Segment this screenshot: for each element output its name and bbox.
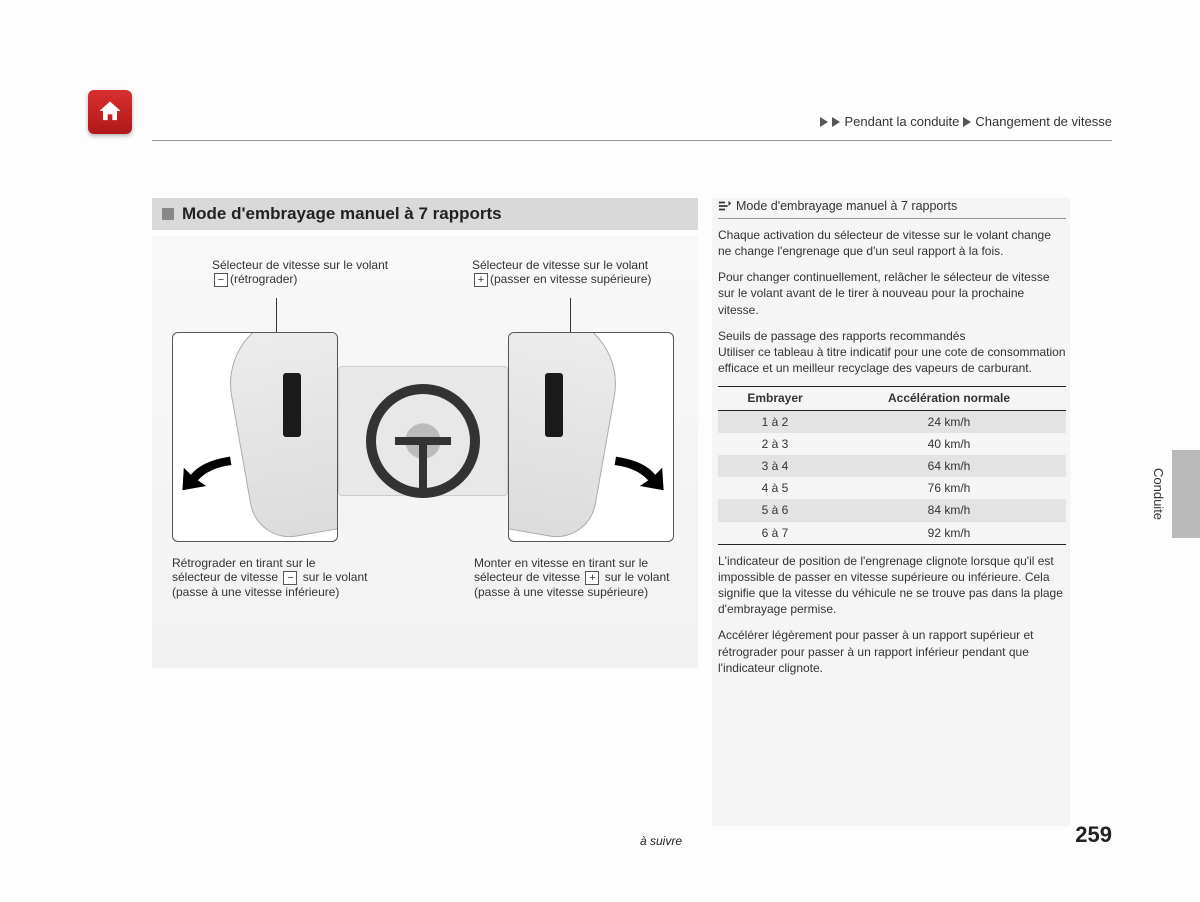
figure-label-left-line2: −(rétrograder) (212, 272, 442, 287)
square-bullet-icon (162, 208, 174, 220)
table-col-2: Accélération normale (832, 387, 1066, 410)
figure-label-right: Sélecteur de vitesse sur le volant +(pas… (472, 258, 692, 287)
sidebar-p3: Seuils de passage des rapports recommand… (718, 328, 1066, 344)
figure-label-left: Sélecteur de vitesse sur le volant −(rét… (212, 258, 442, 287)
figure-label-left-line1: Sélecteur de vitesse sur le volant (212, 258, 442, 272)
paddle-shifter-left-icon (283, 373, 301, 437)
steering-wheel-icon (366, 384, 480, 498)
paddle-shifter-right-icon (545, 373, 563, 437)
caption-right-l1: Monter en vitesse en tirant sur le (474, 556, 694, 570)
pull-arrow-right-icon (593, 451, 667, 493)
table-row: 2 à 340 km/h (718, 433, 1066, 455)
figure-label-right-line2: +(passer en vitesse supérieure) (472, 272, 692, 287)
chevron-right-icon (832, 117, 840, 127)
chevron-right-icon (820, 117, 828, 127)
minus-icon: − (283, 571, 297, 585)
breadcrumb-level-1: Pendant la conduite (844, 114, 959, 129)
home-button[interactable] (88, 90, 132, 134)
home-icon (96, 98, 124, 126)
caption-left-l1: Rétrograder en tirant sur le (172, 556, 412, 570)
section-heading-bar: Mode d'embrayage manuel à 7 rapports (152, 198, 698, 230)
minus-icon: − (214, 273, 228, 287)
divider (152, 140, 1112, 141)
sidebar-p2: Pour changer continuellement, relâcher l… (718, 269, 1066, 318)
hand-icon (219, 332, 338, 542)
table-row: 4 à 576 km/h (718, 477, 1066, 499)
caption-left-l3: (passe à une vitesse inférieure) (172, 585, 412, 599)
sidebar-p1: Chaque activation du sélecteur de vitess… (718, 227, 1066, 259)
continued-label: à suivre (640, 834, 682, 848)
sidebar-p6: Accélérer légèrement pour passer à un ra… (718, 627, 1066, 676)
sidebar-p5: L'indicateur de position de l'engrenage … (718, 553, 1066, 618)
figure-caption-left: Rétrograder en tirant sur le sélecteur d… (172, 556, 412, 599)
main-column: Mode d'embrayage manuel à 7 rapports Sél… (152, 198, 698, 668)
left-hand-panel (172, 332, 338, 542)
sidebar-p4: Utiliser ce tableau à titre indicatif po… (718, 344, 1066, 376)
chapter-tab[interactable] (1172, 450, 1200, 538)
leader-line (570, 298, 571, 332)
caption-right-l2: sélecteur de vitesse + sur le volant (474, 570, 694, 585)
leader-line (276, 298, 277, 332)
info-icon (718, 199, 732, 213)
breadcrumb-level-2: Changement de vitesse (975, 114, 1112, 129)
shift-points-table: Embrayer Accélération normale 1 à 224 km… (718, 386, 1066, 544)
pull-arrow-left-icon (179, 451, 253, 493)
figure-caption-right: Monter en vitesse en tirant sur le sélec… (474, 556, 694, 599)
right-hand-panel (508, 332, 674, 542)
chevron-right-icon (963, 117, 971, 127)
caption-left-l2: sélecteur de vitesse − sur le volant (172, 570, 412, 585)
hand-icon (508, 332, 627, 542)
table-row: 1 à 224 km/h (718, 410, 1066, 433)
caption-right-l3: (passe à une vitesse supérieure) (474, 585, 694, 599)
sidebar-header: Mode d'embrayage manuel à 7 rapports (718, 198, 1066, 219)
section-title: Mode d'embrayage manuel à 7 rapports (182, 204, 502, 224)
paddle-shifter-figure: Sélecteur de vitesse sur le volant −(rét… (152, 236, 698, 668)
chapter-tab-label: Conduite (1151, 468, 1166, 520)
page-number: 259 (1075, 822, 1112, 848)
table-row: 5 à 684 km/h (718, 499, 1066, 521)
table-row: 6 à 792 km/h (718, 522, 1066, 545)
plus-icon: + (474, 273, 488, 287)
plus-icon: + (585, 571, 599, 585)
figure-label-right-line1: Sélecteur de vitesse sur le volant (472, 258, 692, 272)
breadcrumb: Pendant la conduite Changement de vitess… (820, 114, 1112, 129)
table-col-1: Embrayer (718, 387, 832, 410)
table-row: 3 à 464 km/h (718, 455, 1066, 477)
sidebar-column: Mode d'embrayage manuel à 7 rapports Cha… (718, 198, 1066, 686)
sidebar-header-text: Mode d'embrayage manuel à 7 rapports (736, 198, 957, 215)
